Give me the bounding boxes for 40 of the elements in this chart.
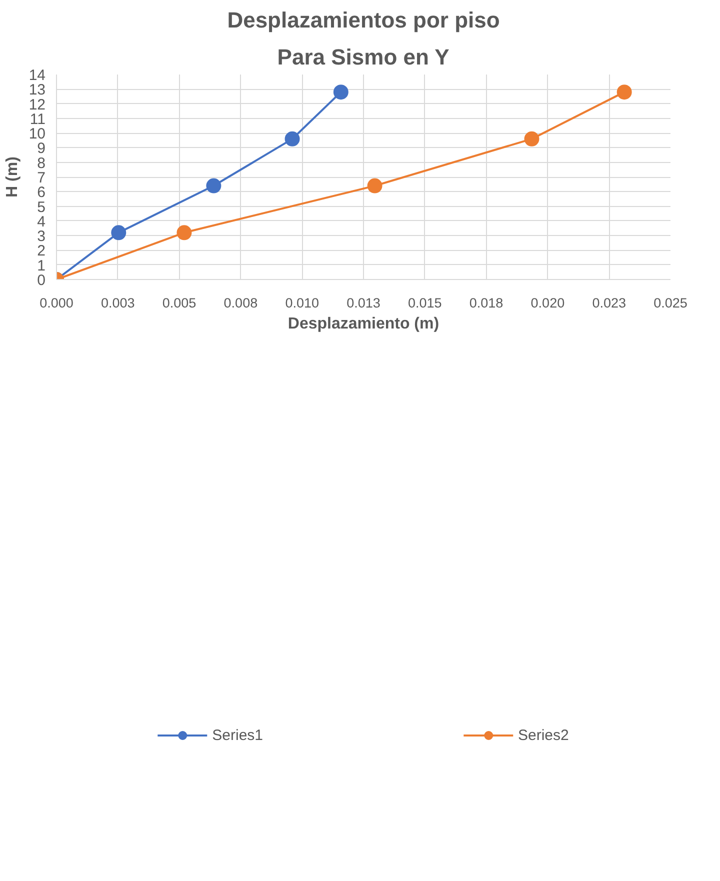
y-tick-label: 14 <box>28 67 46 84</box>
point <box>206 178 222 194</box>
x-tick-label: 0.005 <box>162 296 196 310</box>
x-axis-title: Desplazamiento (m) <box>288 316 440 332</box>
legend-label: Series2 <box>518 726 569 744</box>
y-tick-label: 11 <box>30 110 46 128</box>
y-tick-label: 5 <box>37 198 46 216</box>
x-tick-label: 0.023 <box>592 296 626 310</box>
x-tick-label: 0.008 <box>224 296 258 310</box>
point <box>111 225 126 240</box>
point <box>284 131 300 146</box>
x-tick-label: 0.010 <box>285 296 320 310</box>
y-tick-label: 0 <box>37 272 46 289</box>
y-tick-label: 2 <box>37 242 46 260</box>
point <box>524 131 540 146</box>
x-tick-label: 0.000 <box>40 296 74 310</box>
x-tick-label: 0.015 <box>408 296 442 310</box>
legend-label: Series1 <box>212 726 263 744</box>
y-tick-label: 9 <box>37 140 46 158</box>
x-tick-label: 0.003 <box>101 296 135 310</box>
x-tick-label: 0.013 <box>346 296 380 310</box>
y-tick-label: 4 <box>37 213 46 230</box>
y-tick-label: 7 <box>37 170 46 186</box>
y-tick-label: 1 <box>37 257 46 274</box>
point <box>176 225 192 240</box>
point <box>367 178 382 194</box>
y-tick-label: 12 <box>28 96 46 114</box>
y-tick-label: 3 <box>37 228 46 246</box>
y-tick-label: 13 <box>28 82 46 99</box>
y-tick-label: 6 <box>37 184 46 202</box>
x-tick-label: 0.020 <box>530 296 565 310</box>
chart-title: Desplazamientos por piso <box>227 8 500 32</box>
y-axis-title: H (m) <box>4 156 21 198</box>
x-tick-label: 0.025 <box>654 296 688 310</box>
point <box>333 84 348 100</box>
x-tick-label: 0.018 <box>469 296 504 310</box>
point <box>616 84 632 100</box>
chart-subtitle: Para Sismo en Y <box>277 44 450 70</box>
y-tick-label: 8 <box>37 154 46 172</box>
y-tick-label: 10 <box>28 126 46 143</box>
